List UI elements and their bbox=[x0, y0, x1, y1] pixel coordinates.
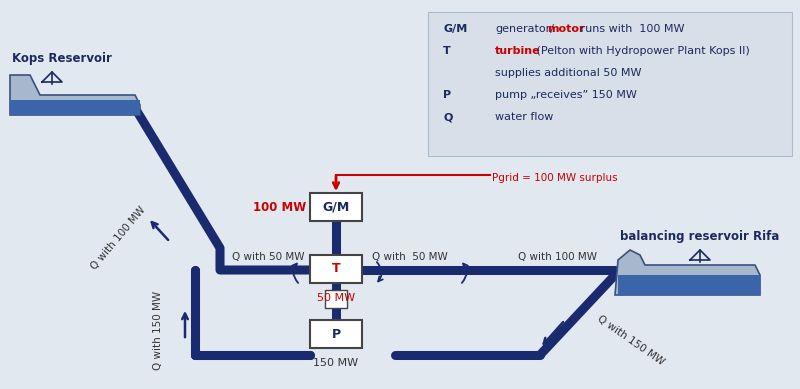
Text: motor: motor bbox=[547, 24, 585, 34]
Text: Pgrid = 100 MW surplus: Pgrid = 100 MW surplus bbox=[492, 173, 618, 183]
Text: Q with 100 MW: Q with 100 MW bbox=[89, 205, 147, 272]
FancyBboxPatch shape bbox=[310, 255, 362, 283]
Text: water flow: water flow bbox=[495, 112, 554, 122]
Text: G/M: G/M bbox=[322, 200, 350, 214]
Text: turbine: turbine bbox=[495, 46, 541, 56]
Text: pump „receives” 150 MW: pump „receives” 150 MW bbox=[495, 90, 637, 100]
Text: P: P bbox=[443, 90, 451, 100]
Polygon shape bbox=[615, 250, 760, 295]
Polygon shape bbox=[10, 75, 140, 115]
Text: Q: Q bbox=[443, 112, 452, 122]
Text: Q with 150 MW: Q with 150 MW bbox=[595, 313, 666, 367]
Text: T: T bbox=[332, 263, 340, 275]
FancyBboxPatch shape bbox=[428, 12, 792, 156]
Text: generator/: generator/ bbox=[495, 24, 554, 34]
Polygon shape bbox=[10, 100, 140, 115]
Polygon shape bbox=[618, 275, 760, 295]
Text: 50 MW: 50 MW bbox=[317, 293, 355, 303]
Text: balancing reservoir Rifa: balancing reservoir Rifa bbox=[620, 230, 779, 243]
Text: Q with 50 MW: Q with 50 MW bbox=[232, 252, 304, 262]
FancyBboxPatch shape bbox=[325, 290, 347, 308]
FancyBboxPatch shape bbox=[310, 193, 362, 221]
Text: (Pelton with Hydropower Plant Kops II): (Pelton with Hydropower Plant Kops II) bbox=[533, 46, 750, 56]
Text: Q with 100 MW: Q with 100 MW bbox=[518, 252, 598, 262]
Text: Kops Reservoir: Kops Reservoir bbox=[12, 52, 112, 65]
Text: 150 MW: 150 MW bbox=[314, 358, 358, 368]
Text: supplies additional 50 MW: supplies additional 50 MW bbox=[495, 68, 642, 78]
Text: P: P bbox=[331, 328, 341, 340]
Text: G/M: G/M bbox=[443, 24, 467, 34]
Text: T: T bbox=[443, 46, 450, 56]
Text: 100 MW: 100 MW bbox=[253, 200, 306, 214]
Text: Q with 150 MW: Q with 150 MW bbox=[153, 291, 163, 370]
Text: runs with  100 MW: runs with 100 MW bbox=[577, 24, 685, 34]
Text: Q with  50 MW: Q with 50 MW bbox=[372, 252, 448, 262]
FancyBboxPatch shape bbox=[310, 320, 362, 348]
